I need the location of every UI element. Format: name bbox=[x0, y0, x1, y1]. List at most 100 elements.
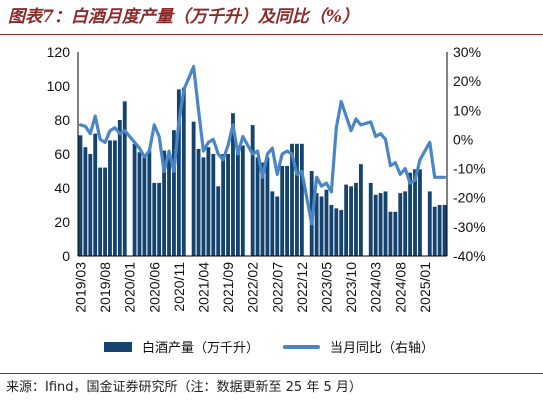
right-tick-label: 0% bbox=[453, 131, 473, 147]
bar-2024/02 bbox=[368, 182, 373, 256]
bar-2023/05 bbox=[324, 189, 329, 256]
x-tick-label: 2023/05 bbox=[318, 262, 334, 313]
bar-2019/12 bbox=[122, 101, 127, 256]
bar-2022/03 bbox=[255, 157, 260, 256]
x-tick-label: 2025/01 bbox=[417, 262, 433, 313]
bar-2025/05 bbox=[442, 205, 447, 256]
x-tick-label: 2020/06 bbox=[146, 262, 162, 313]
chart: 0 20 40 60 80 100 120 -40% -30% -20% -10% 0% 10% 20% 3… bbox=[47, 44, 486, 356]
bar-2023/12 bbox=[358, 164, 363, 256]
bar-2024/12 bbox=[418, 169, 422, 256]
bar-2022/09 bbox=[285, 165, 290, 256]
x-tick-label: 2023/10 bbox=[343, 262, 359, 313]
x-tick-label: 2020/11 bbox=[171, 262, 187, 312]
legend-bar-swatch bbox=[104, 342, 132, 352]
bar-2021/11 bbox=[235, 145, 240, 256]
x-tick-label: 2021/09 bbox=[220, 262, 236, 313]
bar-2025/03 bbox=[432, 206, 437, 256]
bar-2020/08 bbox=[162, 150, 167, 256]
bar-2019/09 bbox=[108, 140, 112, 256]
bar-2021/07 bbox=[216, 186, 221, 256]
bar-2024/11 bbox=[413, 169, 417, 256]
bar-2022/04 bbox=[260, 162, 265, 256]
bar-2023/11 bbox=[354, 182, 358, 256]
bar-2019/08 bbox=[103, 167, 107, 256]
x-tick-label: 2020/01 bbox=[122, 262, 138, 313]
left-tick-label: 100 bbox=[47, 78, 71, 94]
right-tick-label: -10% bbox=[453, 161, 486, 177]
tick-labels: 0 20 40 60 80 100 120 -40% -30% -20% -10% 0% 10% 20% 3… bbox=[47, 44, 486, 313]
bar-2023/04 bbox=[319, 196, 324, 256]
bar-2024/03 bbox=[373, 194, 378, 256]
right-tick-label: 10% bbox=[453, 102, 481, 118]
right-tick-label: -20% bbox=[453, 190, 486, 206]
bar-2022/08 bbox=[280, 165, 285, 256]
bar-2021/05 bbox=[206, 147, 211, 256]
bar-2020/05 bbox=[147, 150, 152, 256]
x-tick-label: 2019/03 bbox=[72, 262, 88, 313]
bar-2022/07 bbox=[275, 196, 280, 256]
x-tick-label: 2022/07 bbox=[269, 262, 285, 313]
source-rule bbox=[0, 373, 543, 374]
bar-2023/08 bbox=[339, 210, 344, 256]
right-tick-label: 20% bbox=[453, 73, 481, 89]
legend: 白酒产量（万千升） 当月同比（右轴） bbox=[104, 340, 434, 356]
bar-2019/10 bbox=[112, 140, 117, 256]
left-tick-label: 80 bbox=[54, 112, 70, 128]
yoy-line bbox=[78, 64, 447, 226]
bar-2024/08 bbox=[398, 193, 403, 256]
x-tick-label: 2022/02 bbox=[245, 262, 261, 313]
axes bbox=[77, 52, 448, 257]
bar-2022/10 bbox=[290, 143, 294, 256]
x-tick-label: 2024/03 bbox=[368, 262, 384, 313]
bar-2021/03 bbox=[196, 148, 201, 256]
bar-2025/02 bbox=[427, 191, 432, 256]
bar-2024/10 bbox=[408, 172, 413, 256]
bar-2022/06 bbox=[270, 191, 275, 256]
bar-2023/06 bbox=[329, 205, 334, 256]
left-tick-label: 60 bbox=[54, 146, 70, 162]
bar-2019/03 bbox=[78, 135, 83, 256]
left-tick-label: 40 bbox=[54, 180, 70, 196]
left-tick-label: 120 bbox=[47, 44, 71, 60]
bar-2021/08 bbox=[221, 154, 226, 256]
figure-title: 图表7：白酒月度产量（万千升）及同比（%） bbox=[8, 7, 359, 27]
bar-2019/11 bbox=[117, 120, 122, 256]
source-note: 来源：Ifind，国金证券研究所（注：数据更新至 25 年 5 月） bbox=[6, 380, 362, 395]
legend-line-label: 当月同比（右轴） bbox=[330, 341, 434, 356]
left-tick-label: 0 bbox=[62, 248, 70, 264]
bar-2020/12 bbox=[181, 87, 186, 256]
x-tick-label: 2021/04 bbox=[195, 262, 211, 313]
bar-2023/10 bbox=[349, 186, 353, 256]
line-series bbox=[78, 64, 447, 226]
bar-2022/02 bbox=[250, 125, 255, 256]
bar-2019/04 bbox=[83, 147, 88, 256]
bar-2020/11 bbox=[176, 89, 181, 257]
bar-series bbox=[78, 87, 447, 257]
right-tick-label: 30% bbox=[453, 44, 481, 60]
bar-2023/07 bbox=[334, 208, 339, 256]
bar-2020/10 bbox=[172, 130, 176, 256]
right-tick-label: -40% bbox=[453, 248, 486, 264]
x-tick-label: 2019/08 bbox=[97, 262, 113, 313]
bar-2022/05 bbox=[265, 157, 270, 256]
bar-2020/03 bbox=[137, 152, 142, 256]
bar-2019/07 bbox=[98, 167, 103, 256]
bar-2021/06 bbox=[211, 154, 216, 256]
bar-2025/04 bbox=[437, 205, 442, 256]
bar-2020/09 bbox=[167, 154, 171, 256]
bar-2021/04 bbox=[201, 157, 206, 256]
bar-2020/04 bbox=[142, 157, 147, 256]
bar-2019/06 bbox=[93, 133, 98, 256]
bar-2019/05 bbox=[88, 154, 93, 256]
bar-2022/12 bbox=[299, 143, 304, 256]
left-tick-label: 20 bbox=[54, 214, 70, 230]
title-rule bbox=[0, 34, 543, 35]
bar-2024/06 bbox=[388, 211, 393, 256]
bar-2022/11 bbox=[295, 143, 299, 256]
bar-2023/03 bbox=[314, 193, 319, 256]
bar-2020/02 bbox=[132, 143, 137, 256]
x-tick-label: 2024/08 bbox=[392, 262, 408, 313]
bar-2024/04 bbox=[378, 193, 383, 256]
bar-2020/07 bbox=[157, 182, 162, 256]
